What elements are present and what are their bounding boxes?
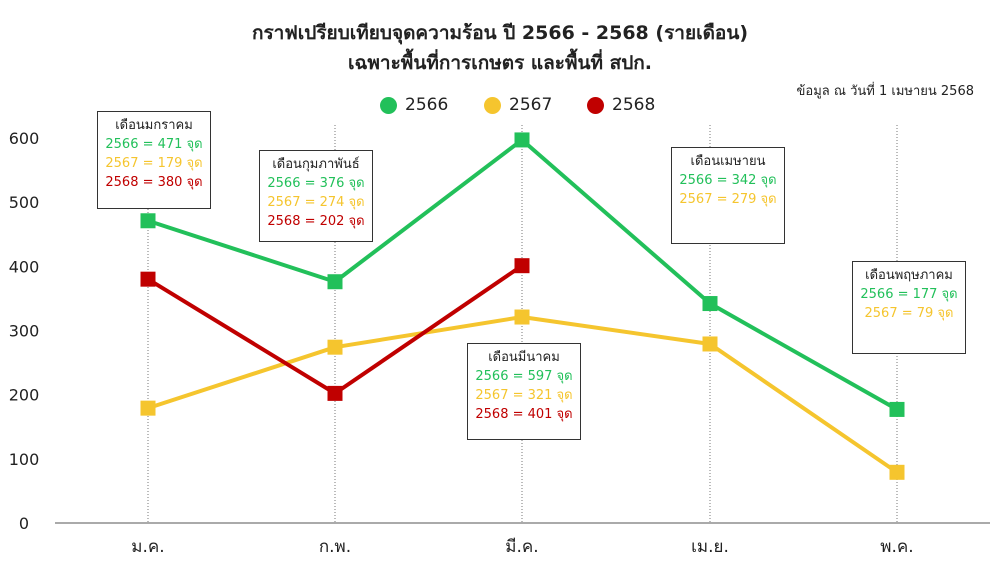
data-point-2566 (514, 132, 530, 148)
annotation-box: เดือนเมษายน 2566 = 342 จุด 2567 = 279 จุด (671, 147, 785, 244)
annotation-value-2566: 2566 = 376 จุด (267, 176, 365, 191)
x-tick-label: มี.ค. (505, 537, 538, 557)
annotation-value-2566: 2566 = 342 จุด (679, 173, 777, 188)
data-point-2566 (702, 296, 718, 312)
data-as-of-note: ข้อมูล ณ วันที่ 1 เมษายน 2568 (796, 84, 974, 99)
annotation-box: เดือนพฤษภาคม 2566 = 177 จุด 2567 = 79 จุด (852, 261, 966, 354)
annotation-value-2568: 2568 = 202 จุด (267, 214, 365, 229)
data-point-2568 (327, 385, 343, 401)
legend-label-2568: 2568 (612, 95, 656, 115)
annotation-value-2567: 2567 = 79 จุด (864, 306, 954, 321)
annotation-box: เดือนมกราคม 2566 = 471 จุด 2567 = 179 จุด 2… (97, 111, 211, 209)
x-tick-label: พ.ค. (880, 537, 913, 557)
annotation-month: เดือนมกราคม (115, 118, 193, 133)
annotation-value-2568: 2568 = 380 จุด (105, 175, 203, 190)
annotation-value-2567: 2567 = 279 จุด (679, 192, 777, 207)
data-point-2566 (327, 274, 343, 290)
annotation-box: เดือนมีนาคม 2566 = 597 จุด 2567 = 321 จุด 2… (467, 343, 581, 440)
x-tick-label: ก.พ. (319, 537, 351, 557)
legend-item-2567: 2567 (484, 95, 552, 115)
y-tick-label: 400 (9, 257, 40, 276)
legend-marker-2566 (380, 96, 397, 114)
annotation-value-2568: 2568 = 401 จุด (475, 407, 573, 422)
y-tick-label: 200 (9, 386, 40, 405)
annotation-month: เดือนพฤษภาคม (865, 268, 953, 283)
data-point-2567 (140, 400, 156, 416)
legend-marker-2568 (587, 96, 604, 114)
legend-label-2566: 2566 (405, 95, 449, 115)
annotation-value-2566: 2566 = 177 จุด (860, 287, 958, 302)
annotation-month: เดือนมีนาคม (488, 350, 560, 365)
annotation-box: เดือนกุมภาพันธ์ 2566 = 376 จุด 2567 = 274 … (259, 150, 373, 242)
data-point-2566 (889, 401, 905, 417)
y-tick-label: 300 (9, 322, 40, 341)
annotation-value-2567: 2567 = 179 จุด (105, 156, 203, 171)
annotation-month: เดือนกุมภาพันธ์ (272, 157, 360, 172)
legend-marker-2567 (484, 96, 501, 114)
annotation-value-2566: 2566 = 597 จุด (475, 369, 573, 384)
annotation-value-2566: 2566 = 471 จุด (105, 137, 203, 152)
legend-item-2568: 2568 (587, 95, 655, 115)
data-point-2568 (514, 258, 530, 274)
data-point-2567 (327, 339, 343, 355)
chart-subtitle: เฉพาะพื้นที่การเกษตร และพื้นที่ สปก. (347, 52, 653, 74)
annotation-month: เดือนเมษายน (690, 154, 766, 169)
data-point-2567 (702, 336, 718, 352)
chart-title: กราฟเปรียบเทียบจุดความร้อน ปี 2566 - 256… (251, 22, 749, 44)
data-point-2567 (889, 464, 905, 480)
x-tick-label: ม.ค. (131, 537, 164, 557)
y-tick-label: 0 (19, 514, 29, 533)
x-tick-label: เม.ย. (691, 537, 729, 557)
data-point-2567 (514, 309, 530, 325)
y-tick-label: 600 (9, 129, 40, 148)
legend-label-2567: 2567 (509, 95, 553, 115)
annotation-value-2567: 2567 = 274 จุด (267, 195, 365, 210)
y-tick-label: 100 (9, 450, 40, 469)
data-point-2566 (140, 213, 156, 229)
y-tick-label: 500 (9, 193, 40, 212)
annotation-value-2567: 2567 = 321 จุด (475, 388, 573, 403)
data-point-2568 (140, 271, 156, 287)
legend-item-2566: 2566 (380, 95, 448, 115)
